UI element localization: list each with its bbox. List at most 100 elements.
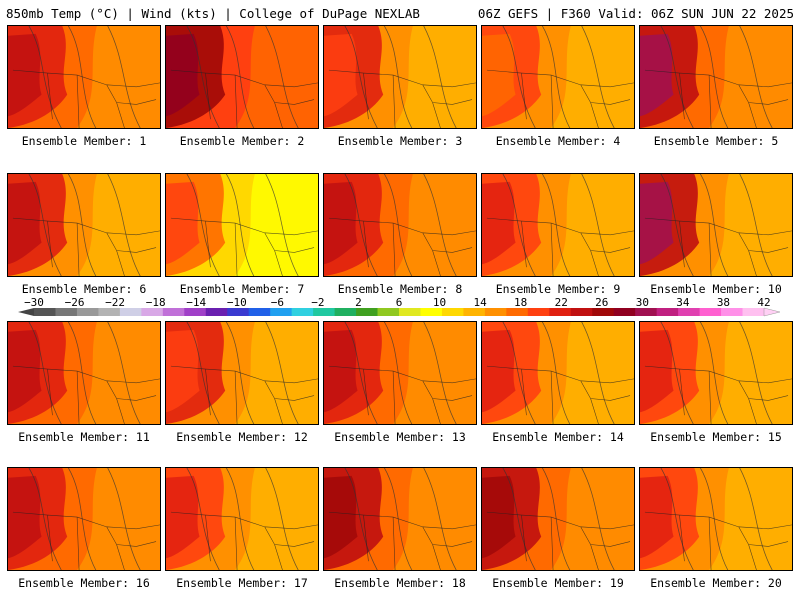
ensemble-member-caption: Ensemble Member: 14	[492, 430, 624, 444]
temperature-map	[482, 174, 634, 276]
colorbar-tick-label: 42	[757, 296, 771, 309]
temperature-map	[324, 468, 476, 570]
colorbar-swatch	[377, 308, 400, 316]
ensemble-member-caption: Ensemble Member: 18	[334, 576, 466, 590]
ensemble-map-panel	[639, 173, 793, 277]
colorbar-swatch	[742, 308, 765, 316]
colorbar-tick-label: −2	[311, 296, 325, 309]
ensemble-member-caption: Ensemble Member: 1	[21, 134, 147, 148]
colorbar-swatch	[699, 308, 722, 316]
ensemble-member-caption: Ensemble Member: 11	[18, 430, 150, 444]
ensemble-map-panel	[639, 321, 793, 425]
temperature-map	[640, 26, 792, 128]
temperature-map	[640, 174, 792, 276]
colorbar-tick-label: 22	[554, 296, 568, 309]
temperature-map	[482, 322, 634, 424]
colorbar-swatch	[441, 308, 464, 316]
colorbar-swatch	[506, 308, 529, 316]
temperature-map	[166, 26, 318, 128]
temperature-map	[166, 174, 318, 276]
ensemble-map-panel	[165, 321, 319, 425]
ensemble-member-caption: Ensemble Member: 15	[650, 430, 782, 444]
colorbar-swatch	[119, 308, 142, 316]
ensemble-member-caption: Ensemble Member: 12	[176, 430, 308, 444]
temperature-map	[324, 26, 476, 128]
ensemble-member-caption: Ensemble Member: 13	[334, 430, 466, 444]
ensemble-map-panel	[481, 173, 635, 277]
temperature-map	[640, 322, 792, 424]
colorbar-tick-label: 26	[595, 296, 609, 309]
colorbar-tick-label: 18	[514, 296, 528, 309]
temperature-colorbar	[18, 307, 781, 317]
colorbar-swatch	[613, 308, 636, 316]
colorbar-tick-label: 14	[473, 296, 487, 309]
ensemble-member-caption: Ensemble Member: 16	[18, 576, 150, 590]
ensemble-map-panel	[165, 25, 319, 129]
ensemble-map-panel	[165, 467, 319, 571]
temperature-map	[482, 468, 634, 570]
colorbar-swatch	[678, 308, 700, 316]
ensemble-member-caption: Ensemble Member: 19	[492, 576, 624, 590]
colorbar-tick-label: 34	[676, 296, 690, 309]
ensemble-map-panel	[481, 321, 635, 425]
colorbar-swatch	[141, 308, 164, 316]
colorbar-swatch	[484, 308, 507, 316]
colorbar-tick-label: 10	[432, 296, 447, 309]
colorbar-swatch	[34, 308, 56, 316]
header-run-info: 06Z GEFS | F360 Valid: 06Z SUN JUN 22 20…	[477, 6, 794, 21]
ensemble-map-panel	[639, 25, 793, 129]
temperature-map	[166, 322, 318, 424]
colorbar-tick-label: 2	[355, 296, 362, 309]
ensemble-member-caption: Ensemble Member: 2	[179, 134, 305, 148]
colorbar-swatch	[592, 308, 615, 316]
colorbar-tick-label: −10	[226, 296, 247, 309]
temperature-map	[640, 468, 792, 570]
ensemble-map-panel	[7, 173, 161, 277]
ensemble-member-caption: Ensemble Member: 17	[176, 576, 308, 590]
temperature-map	[8, 26, 160, 128]
ensemble-map-panel	[323, 321, 477, 425]
colorbar-swatch	[55, 308, 78, 316]
colorbar-swatch	[76, 308, 99, 316]
colorbar-swatch	[162, 308, 185, 316]
colorbar-tick-label: −26	[64, 296, 85, 309]
temperature-map	[8, 468, 160, 570]
ensemble-map-panel	[323, 25, 477, 129]
colorbar-tick-label: −22	[105, 296, 126, 309]
colorbar-swatch	[184, 308, 207, 316]
ensemble-map-panel	[323, 467, 477, 571]
ensemble-member-caption: Ensemble Member: 3	[337, 134, 463, 148]
ensemble-map-panel	[323, 173, 477, 277]
ensemble-member-caption: Ensemble Member: 5	[653, 134, 779, 148]
colorbar-swatch	[721, 308, 743, 316]
temperature-map	[324, 174, 476, 276]
colorbar-swatch	[356, 308, 378, 316]
colorbar-swatch	[420, 308, 443, 316]
colorbar-tick-label: −30	[24, 296, 44, 309]
ensemble-member-caption: Ensemble Member: 7	[179, 282, 305, 296]
ensemble-member-caption: Ensemble Member: 4	[495, 134, 621, 148]
ensemble-member-caption: Ensemble Member: 8	[337, 282, 463, 296]
colorbar-tick-label: 30	[635, 296, 649, 309]
ensemble-member-caption: Ensemble Member: 10	[650, 282, 782, 296]
colorbar-swatch	[549, 308, 572, 316]
temperature-map	[8, 322, 160, 424]
ensemble-member-caption: Ensemble Member: 6	[21, 282, 147, 296]
header-title: 850mb Temp (°C) | Wind (kts) | College o…	[6, 6, 420, 21]
ensemble-member-caption: Ensemble Member: 20	[650, 576, 782, 590]
ensemble-member-caption: Ensemble Member: 9	[495, 282, 621, 296]
ensemble-map-panel	[7, 321, 161, 425]
ensemble-map-panel	[7, 25, 161, 129]
colorbar-tick-label: 38	[716, 296, 731, 309]
colorbar-swatch	[635, 308, 658, 316]
ensemble-map-panel	[639, 467, 793, 571]
colorbar-swatch	[463, 308, 486, 316]
temperature-map	[166, 468, 318, 570]
colorbar-swatch	[334, 308, 357, 316]
colorbar-swatch	[527, 308, 550, 316]
colorbar-tick-label: −14	[186, 296, 207, 309]
ensemble-map-panel	[481, 25, 635, 129]
colorbar-tick-label: 6	[395, 296, 403, 309]
colorbar-swatch	[227, 308, 250, 316]
colorbar-swatch	[98, 308, 121, 316]
